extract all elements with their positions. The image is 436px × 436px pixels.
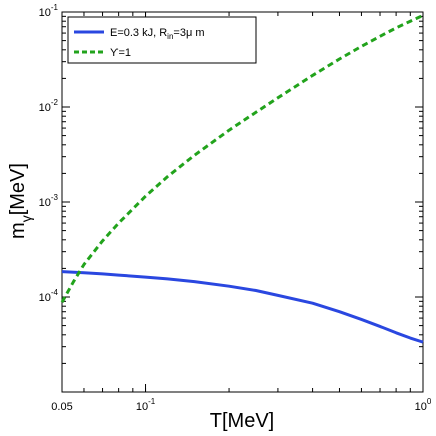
legend: E=0.3 kJ, Rin=3μ m ϒ=1	[67, 16, 257, 64]
y-axis-label: mγ[MeV]	[7, 163, 34, 239]
plot-frame	[61, 11, 424, 393]
y-tick-label: 10-3	[39, 193, 59, 209]
legend-label-1: ϒ=1	[110, 47, 131, 59]
legend-label-0: E=0.3 kJ, Rin=3μ m	[110, 27, 205, 41]
y-tick-label: 10-4	[39, 288, 59, 304]
x-tick-label: 100	[415, 397, 432, 413]
x-tick-label: 0.05	[51, 401, 72, 413]
axis-ticks: 0.05 10-1 100 10-4 10-3 10-2 10-1	[39, 3, 432, 413]
series-line-1	[60, 14, 424, 304]
series-line-0	[61, 270, 424, 344]
x-tick-label: 10-1	[136, 397, 156, 413]
x-axis-label: T[MeV]	[210, 410, 274, 432]
legend-box	[67, 16, 257, 64]
y-tick-label: 10-1	[39, 3, 59, 19]
series-layer	[60, 14, 424, 344]
y-tick-label: 10-2	[39, 98, 59, 114]
